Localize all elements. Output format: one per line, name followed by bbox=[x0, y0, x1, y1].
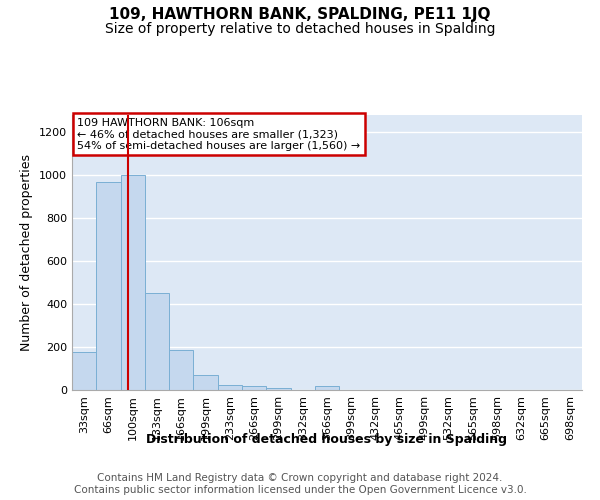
Bar bbox=[266, 388, 290, 390]
Bar bbox=[145, 294, 169, 390]
Bar bbox=[315, 386, 339, 390]
Bar bbox=[218, 384, 242, 390]
Bar bbox=[121, 175, 145, 390]
Y-axis label: Number of detached properties: Number of detached properties bbox=[20, 154, 34, 351]
Text: 109, HAWTHORN BANK, SPALDING, PE11 1JQ: 109, HAWTHORN BANK, SPALDING, PE11 1JQ bbox=[109, 8, 491, 22]
Text: Distribution of detached houses by size in Spalding: Distribution of detached houses by size … bbox=[146, 432, 508, 446]
Bar bbox=[242, 386, 266, 390]
Text: Size of property relative to detached houses in Spalding: Size of property relative to detached ho… bbox=[105, 22, 495, 36]
Text: 109 HAWTHORN BANK: 106sqm
← 46% of detached houses are smaller (1,323)
54% of se: 109 HAWTHORN BANK: 106sqm ← 46% of detac… bbox=[77, 118, 361, 151]
Bar bbox=[193, 375, 218, 390]
Bar bbox=[169, 350, 193, 390]
Text: Contains HM Land Registry data © Crown copyright and database right 2024.
Contai: Contains HM Land Registry data © Crown c… bbox=[74, 474, 526, 495]
Bar bbox=[72, 352, 96, 390]
Bar bbox=[96, 182, 121, 390]
